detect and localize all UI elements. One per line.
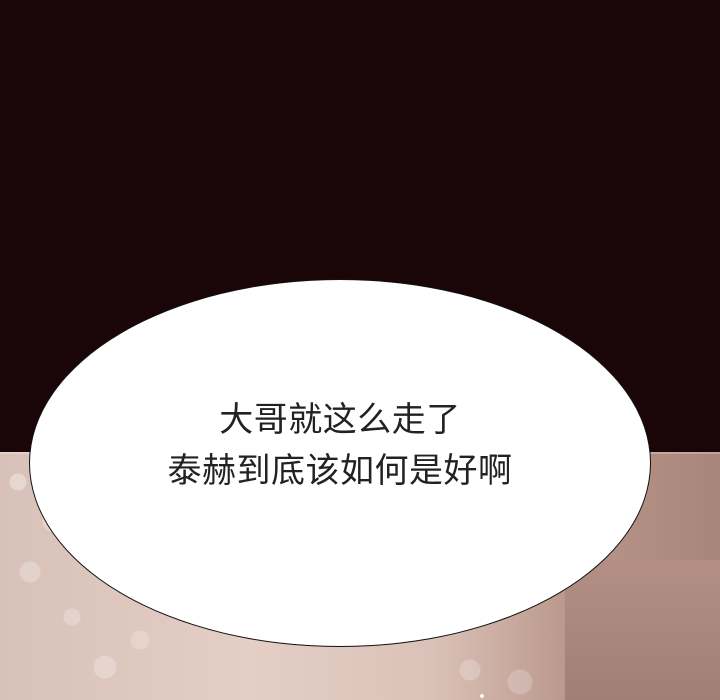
speech-bubble: 大哥就这么走了 泰赫到底该如何是好啊 — [29, 279, 651, 647]
background-object — [565, 560, 720, 700]
speech-bubble-text: 大哥就这么走了 泰赫到底该如何是好啊 — [30, 395, 650, 497]
speech-line-2: 泰赫到底该如何是好啊 — [30, 446, 650, 497]
sparkle-dot — [480, 694, 484, 698]
speech-line-1: 大哥就这么走了 — [30, 395, 650, 446]
